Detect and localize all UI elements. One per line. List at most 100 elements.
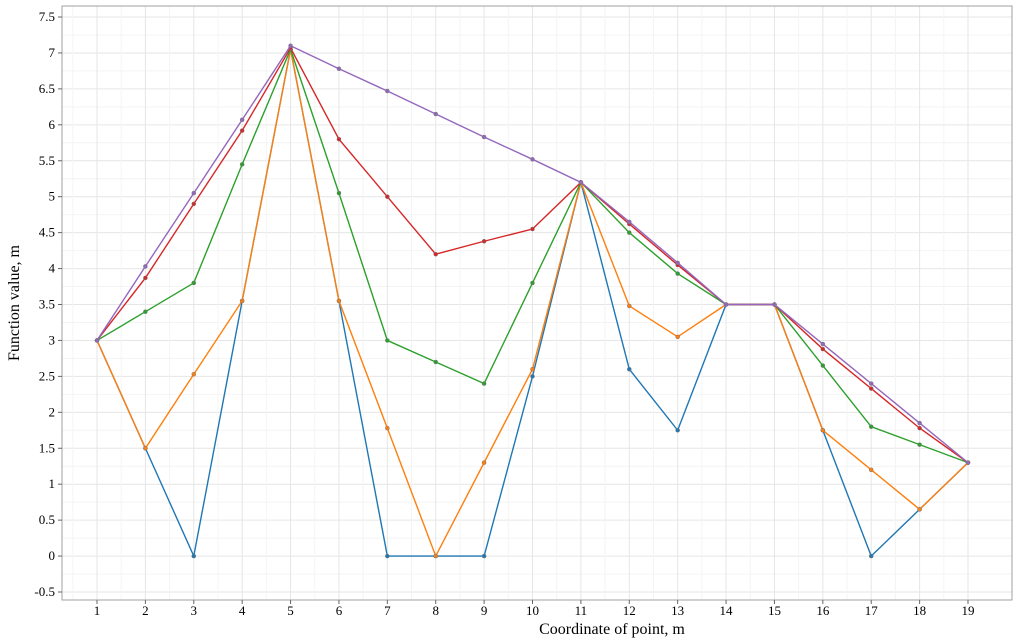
data-point [675,428,680,433]
data-point [143,275,148,281]
data-point [868,467,874,473]
y-tick-label: 2 [49,404,56,419]
data-point [143,309,148,314]
x-tick-label: 9 [481,603,488,618]
data-point [481,460,487,465]
y-tick-label: 6.5 [39,81,55,96]
data-point [530,280,535,286]
data-point [288,43,293,48]
data-point [627,219,632,225]
x-tick-label: 16 [816,603,830,618]
data-point [868,381,874,386]
axis-ticks: -0.500.511.522.533.544.555.566.577.51 2 3 4… [34,9,974,618]
data-point [820,341,826,347]
x-tick-label: 18 [913,603,926,618]
y-tick-label: 3.5 [39,297,55,312]
data-point [481,381,487,386]
data-point [530,157,535,162]
x-tick-label: 19 [962,603,975,618]
data-point [868,424,874,429]
y-tick-label: 7.5 [39,9,55,24]
data-point [433,359,438,365]
y-tick-label: 5.5 [39,153,55,168]
x-tick-label: 11 [575,603,588,618]
data-point [239,298,245,304]
data-point [530,226,535,232]
y-tick-label: 3 [49,332,56,347]
y-tick-label: 6 [49,117,56,132]
y-tick-label: 4 [49,261,56,276]
data-point [723,302,729,307]
data-point [239,162,245,167]
data-point [578,180,584,185]
y-tick-label: 0.5 [39,512,55,527]
data-point [385,338,390,343]
x-tick-label: 5 [287,603,294,618]
y-tick-label: -0.5 [34,584,55,599]
data-point [965,460,971,465]
y-tick-label: 5 [49,189,56,204]
data-point [917,425,922,431]
data-point [481,553,487,559]
data-point [336,66,342,71]
series-group [94,43,971,559]
data-point [143,264,148,269]
x-tick-label: 10 [526,603,539,618]
x-tick-label: 6 [336,603,343,618]
data-point [239,128,245,133]
x-tick-label: 13 [671,603,684,618]
grid [62,6,1012,600]
x-tick-label: 8 [432,603,439,618]
data-point [385,194,390,199]
x-tick-label: 17 [865,603,879,618]
data-point [627,303,632,309]
data-point [433,553,438,559]
data-point [820,346,826,352]
data-point [481,134,487,140]
data-point [868,386,874,391]
data-point [675,334,680,340]
x-tick-label: 3 [191,603,198,618]
data-point [530,366,535,372]
data-point [530,374,535,379]
data-point [820,363,826,368]
data-point [191,280,197,286]
data-point [143,446,148,451]
plot-frame [61,5,1013,601]
data-point [336,136,342,142]
data-point [191,201,197,207]
data-point [191,553,197,559]
x-tick-label: 15 [768,603,781,618]
y-tick-label: 1 [49,476,56,491]
data-point [191,371,197,377]
data-point [336,298,342,304]
data-point [336,190,342,196]
y-tick-label: 2.5 [39,368,55,383]
data-point [675,260,680,266]
data-point [627,230,632,235]
data-point [917,507,922,512]
data-point [772,302,777,307]
y-tick-label: 0 [49,548,56,563]
data-point [675,271,680,276]
x-tick-label: 2 [142,603,149,618]
data-point [239,117,245,123]
x-tick-label: 7 [384,603,391,618]
x-tick-label: 4 [239,603,246,618]
data-point [820,428,826,433]
x-tick-label: 12 [623,603,636,618]
data-point [191,190,197,196]
data-point [433,251,438,257]
y-tick-label: 1.5 [39,440,55,455]
x-axis-label: Coordinate of point, m [539,621,685,638]
data-point [385,88,390,94]
x-tick-label: 14 [720,603,734,618]
y-tick-label: 4.5 [39,225,55,240]
x-tick-label: 1 [94,603,101,618]
data-point [94,338,100,343]
data-point [917,442,922,447]
data-point [385,553,390,559]
data-point [433,111,438,117]
data-point [385,425,390,431]
data-point [917,420,922,426]
